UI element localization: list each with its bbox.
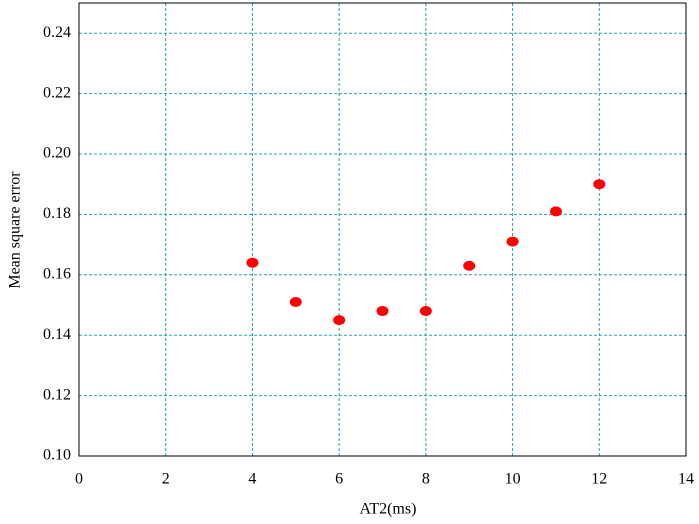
point: [463, 260, 476, 271]
x-tick-label: 4: [248, 471, 256, 488]
y-tick-label: 0.16: [43, 265, 71, 282]
point: [593, 179, 606, 190]
y-tick-label: 0.10: [43, 447, 71, 464]
y-tick-label: 0.14: [43, 326, 71, 343]
x-tick-label: 0: [75, 471, 83, 488]
y-tick-label: 0.20: [43, 145, 71, 162]
x-tick-label: 6: [335, 471, 343, 488]
point: [289, 296, 302, 307]
x-tick-label: 2: [162, 471, 170, 488]
x-tick-label: 12: [591, 471, 607, 488]
x-axis-label: AT2(ms): [360, 501, 417, 518]
y-axis-label: Mean square error: [7, 171, 24, 289]
point: [419, 306, 432, 317]
x-tick-label: 14: [678, 471, 694, 488]
plot-frame: [78, 2, 687, 457]
y-tick-label: 0.22: [43, 84, 71, 101]
y-tick-label: 0.12: [43, 386, 71, 403]
point: [549, 206, 562, 217]
point: [506, 236, 519, 247]
x-tick-label: 10: [505, 471, 521, 488]
y-tick-label: 0.24: [43, 24, 71, 41]
x-tick-label: 8: [422, 471, 430, 488]
point: [376, 306, 389, 317]
y-tick-label: 0.18: [43, 205, 71, 222]
point: [333, 315, 346, 326]
point: [246, 257, 259, 268]
